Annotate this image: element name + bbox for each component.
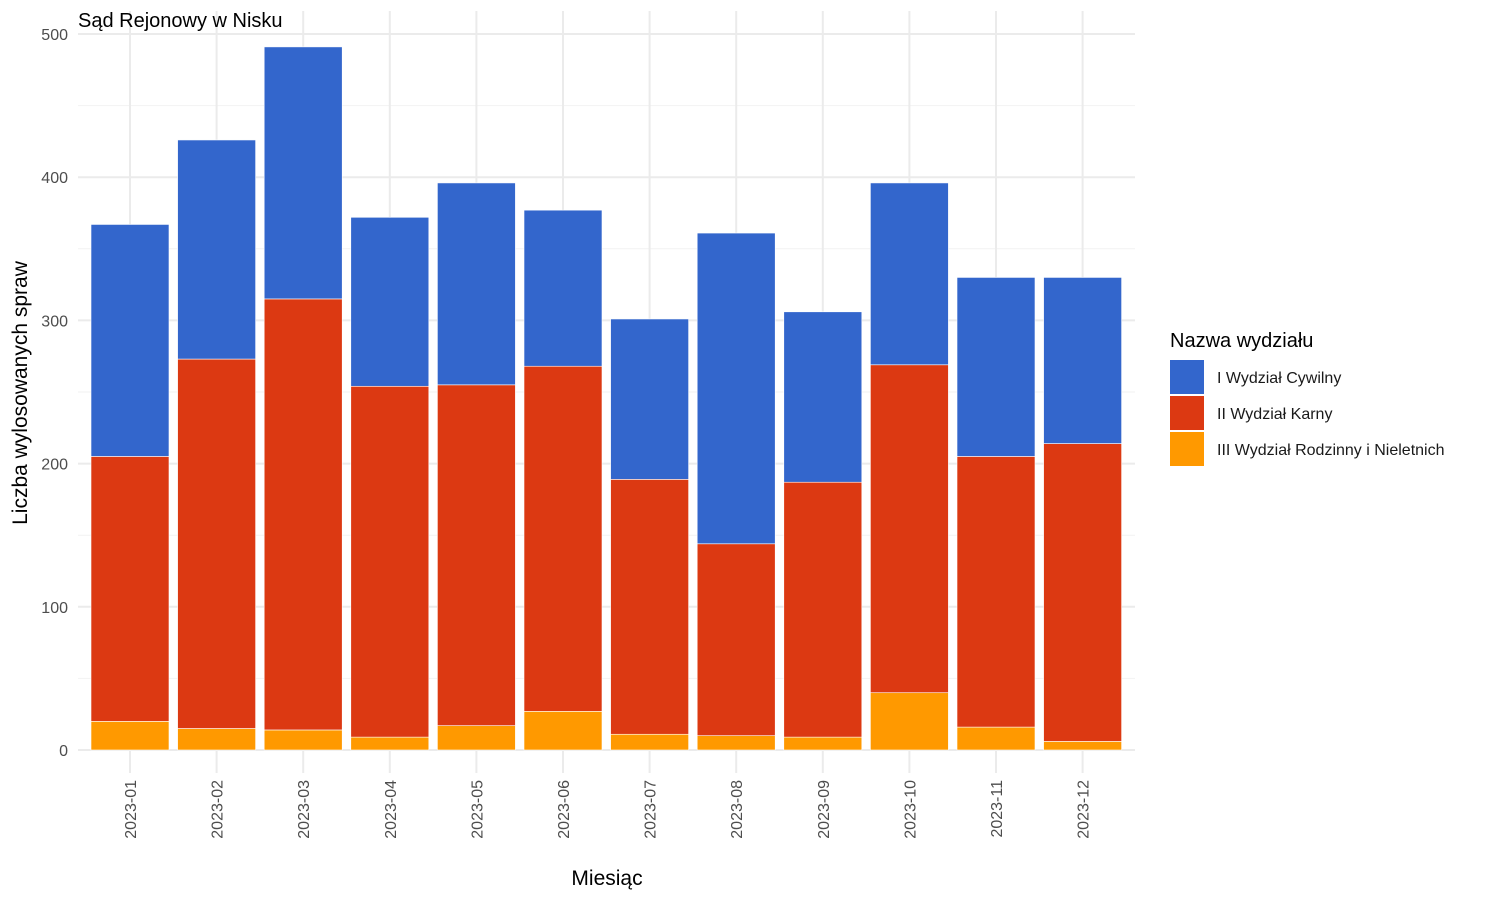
bar-segment [956,277,1036,457]
x-tick-label: 2023-08 [729,780,746,839]
legend-label: I Wydział Cywilny [1217,370,1341,387]
bar-segment [870,364,949,694]
x-tick-label: 2023-07 [643,780,660,839]
bar-segment [350,736,430,751]
x-tick-label: 2023-04 [383,780,400,839]
legend-swatch [1170,432,1204,466]
bar-segment [90,224,170,457]
bar-segment [783,311,863,483]
bar-segment [523,365,603,712]
bar-segment [610,733,689,751]
legend-label: III Wydział Rodzinny i Nieletnich [1217,442,1445,459]
x-tick-label: 2023-10 [902,780,919,839]
bar-segment [350,385,430,738]
bar-segment [696,735,776,751]
bar-segment [1043,443,1122,742]
bar-segment [523,209,603,367]
bar-segment [90,456,170,722]
x-tick-label: 2023-01 [123,780,140,839]
bar-segment [610,318,689,480]
bar-segment [263,729,343,751]
bar-segment [696,543,776,736]
x-tick-label: 2023-05 [469,780,486,839]
y-tick-label: 300 [41,313,68,330]
y-tick-label: 200 [41,457,68,474]
x-tick-label: 2023-12 [1076,780,1093,839]
x-tick-label: 2023-06 [556,780,573,839]
legend-swatch [1170,360,1204,394]
bar-segment [90,721,170,751]
bar-segment [1043,277,1122,444]
x-tick-label: 2023-02 [210,780,227,839]
x-tick-label: 2023-09 [816,780,833,839]
x-tick-label: 2023-03 [296,780,313,839]
bar-segment [177,139,256,360]
bar-segment [437,384,516,726]
y-tick-label: 500 [41,27,68,44]
bar-segment [956,456,1036,728]
bar-segment [350,216,430,387]
bar-segment [437,725,516,751]
bar-segment [696,232,776,545]
bar-segment [783,481,863,738]
bar-segment [523,711,603,751]
x-axis-title: Miesiąc [571,867,642,890]
bar-segment [610,479,689,735]
bar-segment [870,692,949,751]
bar-segment [956,726,1036,751]
legend: Nazwa wydziału I Wydział Cywilny II Wydzi… [1170,330,1445,466]
y-tick-label: 400 [41,170,68,187]
legend-label: II Wydział Karny [1217,406,1332,423]
legend-title: Nazwa wydziału [1170,330,1313,352]
bar-segment [177,728,256,751]
bar-segment [1043,741,1122,751]
axis-layer: 0 100 200 300 400 500 2023-01 2023-02 2023-03 202… [41,27,1092,839]
bar-segment [870,182,949,366]
bar-segment [177,358,256,729]
chart-title: Sąd Rejonowy w Nisku [78,10,283,32]
y-tick-label: 0 [59,743,68,760]
y-tick-label: 100 [41,600,68,617]
bar-segment [263,298,343,731]
bar-segment [263,46,343,300]
x-tick-label: 2023-11 [989,780,1006,838]
legend-swatch [1170,396,1204,430]
y-axis-title: Liczba wylosowanych spraw [9,260,32,525]
bar-segment [437,182,516,386]
bar-segment [783,736,863,751]
bars-layer [90,46,1122,751]
legend-items: I Wydział Cywilny II Wydział Karny III Wyd… [1170,360,1445,466]
